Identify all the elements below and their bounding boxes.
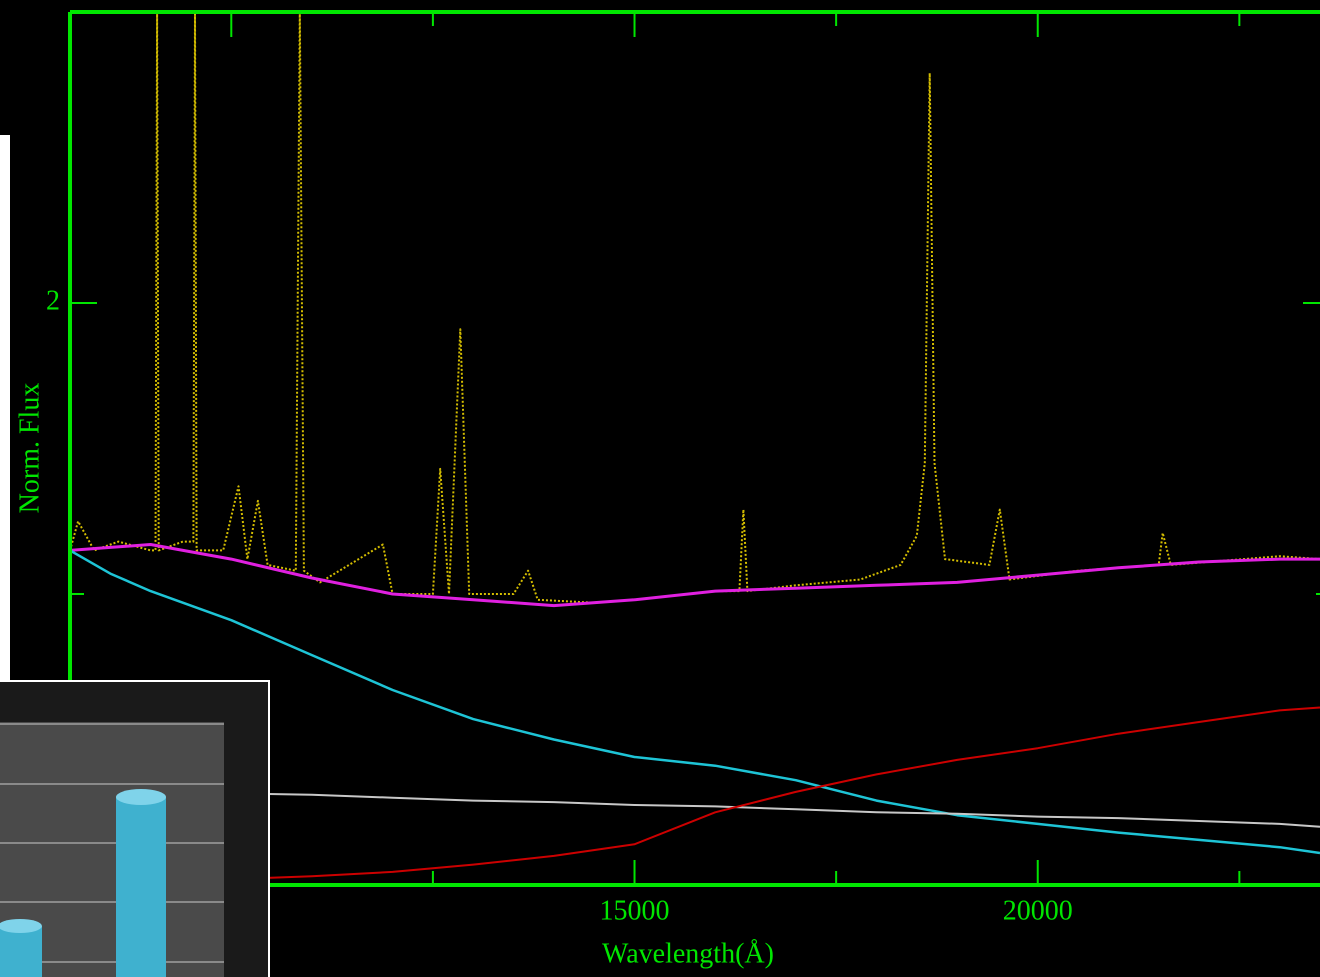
overlay-bar xyxy=(116,797,166,977)
overlay-image xyxy=(0,680,270,977)
overlay-bar-top xyxy=(116,789,166,805)
x-axis-label: Wavelength(Å) xyxy=(602,938,774,969)
overlay-window-edge xyxy=(0,135,10,680)
overlay-bar-top xyxy=(0,919,42,933)
x-tick-label: 20000 xyxy=(1003,895,1073,926)
series-line xyxy=(70,12,1320,604)
series-line xyxy=(70,543,1320,608)
y-axis-label: Norm. Flux xyxy=(14,383,45,514)
plot-area xyxy=(70,12,1320,885)
series-line xyxy=(70,549,1320,855)
y-tick-label: 2 xyxy=(46,285,60,316)
x-tick-label: 15000 xyxy=(600,895,670,926)
overlay-bar xyxy=(0,926,42,977)
